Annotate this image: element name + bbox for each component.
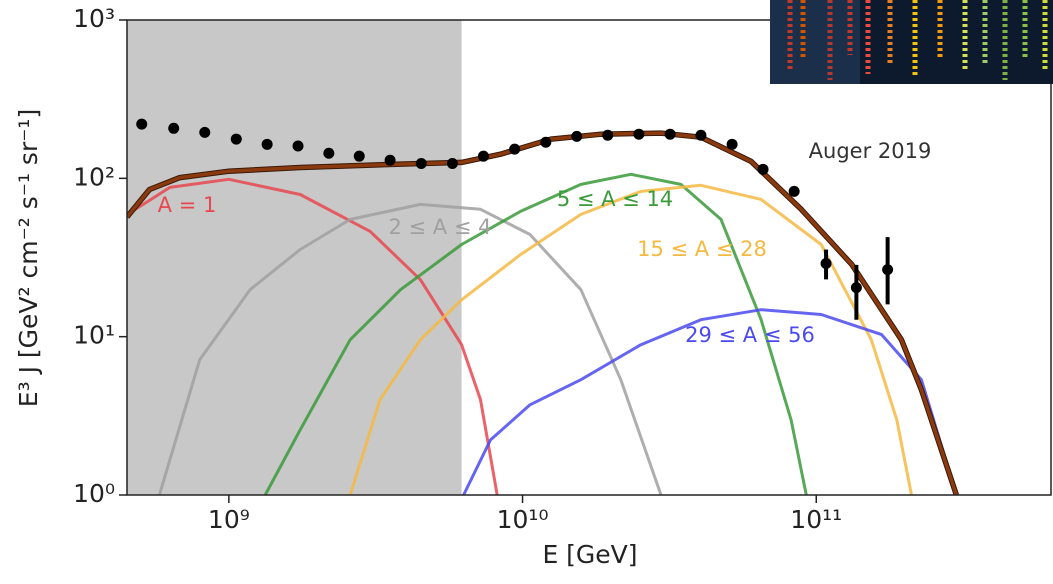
y-axis-label: E³ J [GeV² cm⁻² s⁻¹ sr⁻¹]	[14, 109, 43, 407]
data-point	[478, 151, 489, 162]
series-label: 2 ≤ A ≤ 4	[389, 215, 492, 239]
data-point	[354, 151, 365, 162]
x-tick-label: 10⁹	[208, 505, 250, 534]
x-axis-label: E [GeV]	[542, 540, 637, 569]
y-tick-label: 10²	[73, 162, 115, 191]
data-point	[168, 123, 179, 134]
series-label: 5 ≤ A ≤ 14	[557, 187, 673, 211]
data-point	[509, 144, 520, 155]
data-point	[447, 158, 458, 169]
data-point	[416, 158, 427, 169]
data-point	[821, 258, 832, 269]
data-point	[882, 264, 893, 275]
data-point	[385, 155, 396, 166]
data-point	[571, 131, 582, 142]
data-point	[199, 127, 210, 138]
shaded-region	[127, 20, 462, 495]
series-label: A = 1	[158, 193, 217, 217]
data-point	[262, 139, 273, 150]
y-tick-label: 10⁰	[73, 479, 115, 508]
data-point	[136, 119, 147, 130]
series-label: 15 ≤ A ≤ 28	[637, 237, 767, 261]
chart: E [GeV] E³ J [GeV² cm⁻² s⁻¹ sr⁻¹] 10⁹ 10¹…	[0, 0, 1053, 580]
data-point	[231, 134, 242, 145]
data-point	[695, 130, 706, 141]
data-point	[851, 282, 862, 293]
series-label: Auger 2019	[809, 139, 932, 163]
data-point	[727, 139, 738, 150]
x-tick-label: 10¹⁰	[497, 505, 549, 534]
data-point	[602, 130, 613, 141]
data-point	[633, 129, 644, 140]
data-point	[758, 164, 769, 175]
x-tick-label: 10¹¹	[790, 505, 842, 534]
y-tick-label: 10³	[73, 4, 115, 33]
data-point	[293, 141, 304, 152]
data-point	[665, 129, 676, 140]
series-label: 29 ≤ A ≤ 56	[685, 323, 815, 347]
data-point	[323, 148, 334, 159]
y-tick-label: 10¹	[73, 321, 115, 350]
data-point	[540, 137, 551, 148]
inset-photo	[770, 0, 1053, 84]
data-point	[789, 186, 800, 197]
